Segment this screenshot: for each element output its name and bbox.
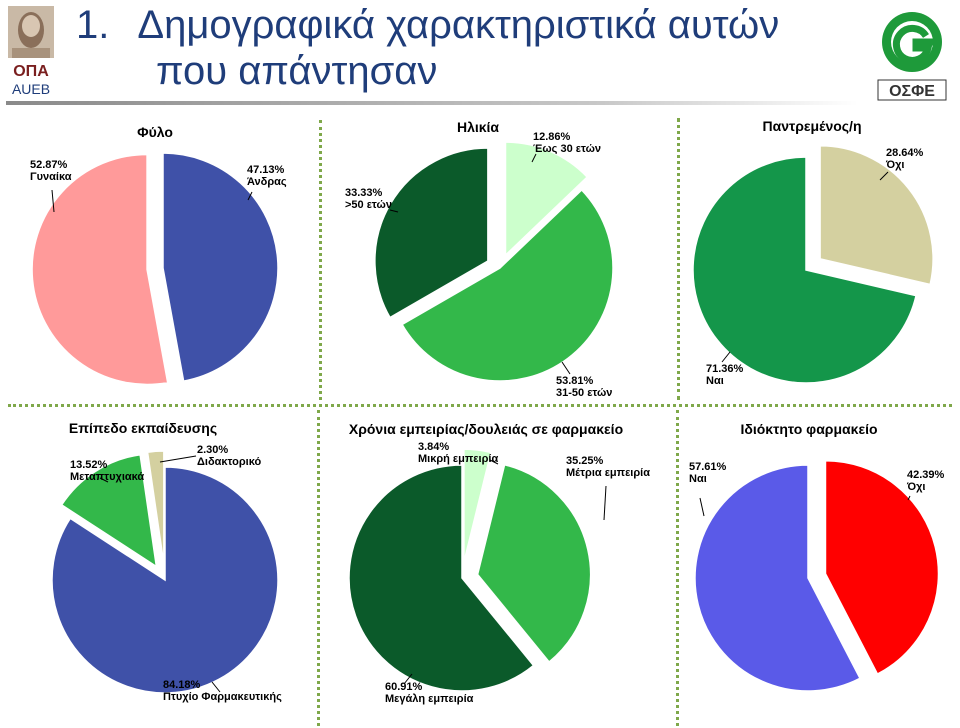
leader-line [603,485,607,521]
chart-title: Παντρεμένος/η [763,118,862,134]
pie-slice [146,450,165,565]
pie-slice [60,453,158,569]
leader-line [211,681,221,693]
slice-category-label: Άνδρας [247,176,287,188]
pie-chart-4: Επίπεδο εκπαίδευσης 84.18%Πτυχίο Φαρμακευ… [51,420,282,703]
slice-value-label: 71.36% [706,363,744,375]
slice-category-label: Μέτρια εμπειρία [566,467,650,479]
leader-line [489,459,499,465]
pie-slice [504,141,589,257]
slide-header: ΟΠΑ AUEB 1. Δημογραφικά χαρακτηριστικά αυ… [0,0,960,110]
slice-value-label: 52.87% [30,159,68,171]
pie-chart-6: Ιδιόκτητο φαρμακείο 42.39%Όχι 57.61%Ναι [689,421,945,692]
leader-line [99,477,109,483]
leader-line [721,351,731,363]
pie-slice [374,147,489,319]
slice-value-label: 35.25% [566,455,604,467]
leader-line [879,171,889,181]
slice-value-label: 13.52% [70,459,108,471]
slice-category-label: Πτυχίο Φαρμακευτικής [163,691,282,703]
pie-chart-5: Χρόνια εμπειρίας/δουλειάς σε φαρμακείο 3.… [348,421,650,705]
pie-chart-3: Παντρεμένος/η 28.64%Όχι 71.36%Ναι [692,118,934,387]
pie-slice [819,145,934,286]
leader-line [561,361,571,375]
slice-category-label: Μεταπτυχιακά [70,471,144,483]
slice-value-label: 12.86% [533,131,571,143]
pie-slice [824,459,940,676]
slice-value-label: 57.61% [689,461,727,473]
slice-category-label: Όχι [885,159,904,171]
slice-value-label: 2.30% [197,444,228,456]
leader-line [389,209,399,213]
chart-title: Φύλο [137,124,173,140]
slice-value-label: 53.81% [556,375,594,387]
slice-category-label: Όχι [906,481,925,493]
aueb-logo: ΟΠΑ AUEB [8,6,54,97]
pie-slice [51,466,279,694]
aueb-logo-subtext: AUEB [12,81,50,97]
slice-category-label: Μικρή εμπειρία [418,453,498,465]
osfe-logo-text: ΟΣΦΕ [889,83,935,100]
slice-value-label: 47.13% [247,164,285,176]
page-title: 1. Δημογραφικά χαρακτηριστικά αυτών που α… [76,2,779,94]
slice-category-label: Μεγάλη εμπειρία [385,693,474,705]
slice-category-label: >50 ετών [345,199,392,211]
slice-category-label: Ναι [689,473,707,485]
pie-slice [162,152,279,383]
pie-slice [463,448,492,563]
chart-title: Χρόνια εμπειρίας/δουλειάς σε φαρμακείο [349,421,623,437]
pie-slice [692,156,917,384]
slice-category-label: 31-50 ετών [556,387,612,399]
title-line2: που απάντησαν [156,49,438,93]
grid-divider-vertical-2 [677,118,680,400]
slice-value-label: 84.18% [163,679,201,691]
leader-line [51,189,55,213]
pie-slice [348,464,535,692]
slice-value-label: 60.91% [385,681,423,693]
pie-slice [476,463,592,664]
slice-category-label: Έως 30 ετών [533,143,601,155]
slice-value-label: 28.64% [886,147,924,159]
chart-title: Ηλικία [457,119,499,135]
pie-slice [694,464,862,692]
leader-line [699,497,705,517]
aueb-logo-text: ΟΠΑ [13,63,49,80]
grid-divider-vertical-3 [317,410,320,726]
grid-divider-vertical-4 [676,410,679,726]
pie-chart-2: Ηλικία 12.86%Έως 30 ετών 53.81%31-50 ετών 3… [345,119,614,399]
pie-chart-1: Φύλο 47.13%Άνδρας 52.87%Γυναίκα [30,124,287,386]
osfe-logo: ΟΣΦΕ [877,12,947,101]
slice-category-label: Διδακτορικό [197,456,261,468]
title-number: 1. [76,3,110,47]
grid-divider-vertical-1 [319,120,322,400]
slice-category-label: Γυναίκα [30,171,72,183]
pie-slice [31,153,169,386]
title-underline [6,101,858,105]
slice-category-label: Ναι [706,375,724,387]
title-line1: Δημογραφικά χαρακτηριστικά αυτών [137,3,780,47]
grid-divider-horizontal [8,404,952,407]
slice-value-label: 42.39% [907,469,945,481]
slice-value-label: 33.33% [345,187,383,199]
leader-line [159,455,197,463]
slice-value-label: 3.84% [418,441,449,453]
leader-line [247,191,253,201]
leader-line [531,153,537,163]
leader-line [403,673,413,685]
leader-line [907,495,911,501]
pie-slice [401,188,614,382]
chart-title: Επίπεδο εκπαίδευσης [69,420,217,436]
chart-title: Ιδιόκτητο φαρμακείο [740,421,877,437]
